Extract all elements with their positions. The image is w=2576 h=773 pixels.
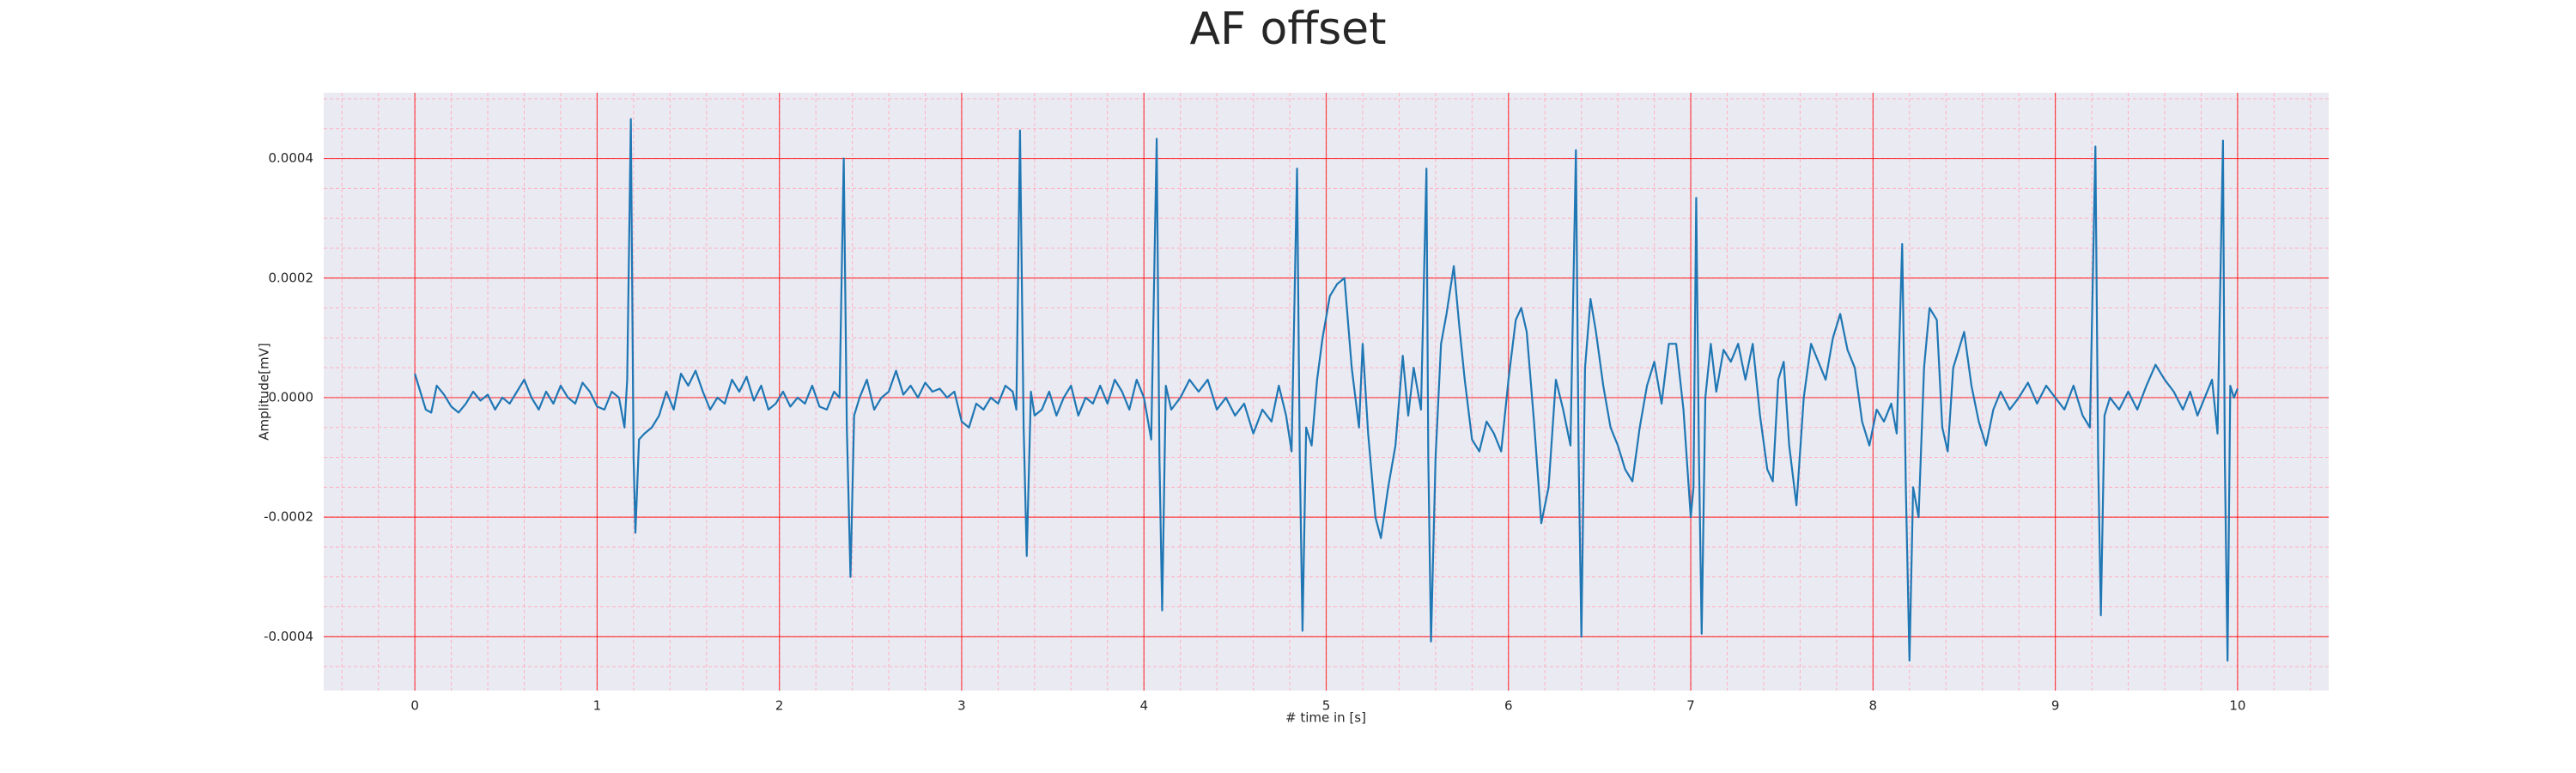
y-tick-label: 0.0004: [269, 150, 314, 166]
y-axis-label: Amplitude[mV]: [257, 343, 272, 440]
x-tick-label: 4: [1139, 698, 1148, 714]
x-tick-label: 6: [1504, 698, 1513, 714]
x-tick-label: 5: [1322, 698, 1331, 714]
x-tick-label: 10: [2229, 698, 2245, 714]
x-tick-label: 7: [1686, 698, 1695, 714]
y-tick-label: 0.0000: [269, 389, 314, 405]
x-tick-label: 3: [957, 698, 966, 714]
x-tick-label: 0: [410, 698, 419, 714]
y-tick-label: 0.0002: [269, 270, 314, 285]
y-tick-label: -0.0004: [264, 629, 313, 644]
grid: [324, 93, 2329, 691]
x-tick-label: 1: [593, 698, 602, 714]
series: [414, 118, 2239, 662]
chart-title: AF offset: [1189, 3, 1386, 55]
x-tick-label: 9: [2051, 698, 2060, 714]
labels: AF offset # time in [s] Amplitude[mV] 0 1…: [257, 3, 2246, 726]
x-tick-label: 2: [775, 698, 784, 714]
signal-line: [414, 118, 2239, 662]
x-axis-label: # time in [s]: [1285, 710, 1366, 726]
y-tick-label: -0.0002: [264, 509, 313, 525]
x-tick-label: 8: [1869, 698, 1878, 714]
